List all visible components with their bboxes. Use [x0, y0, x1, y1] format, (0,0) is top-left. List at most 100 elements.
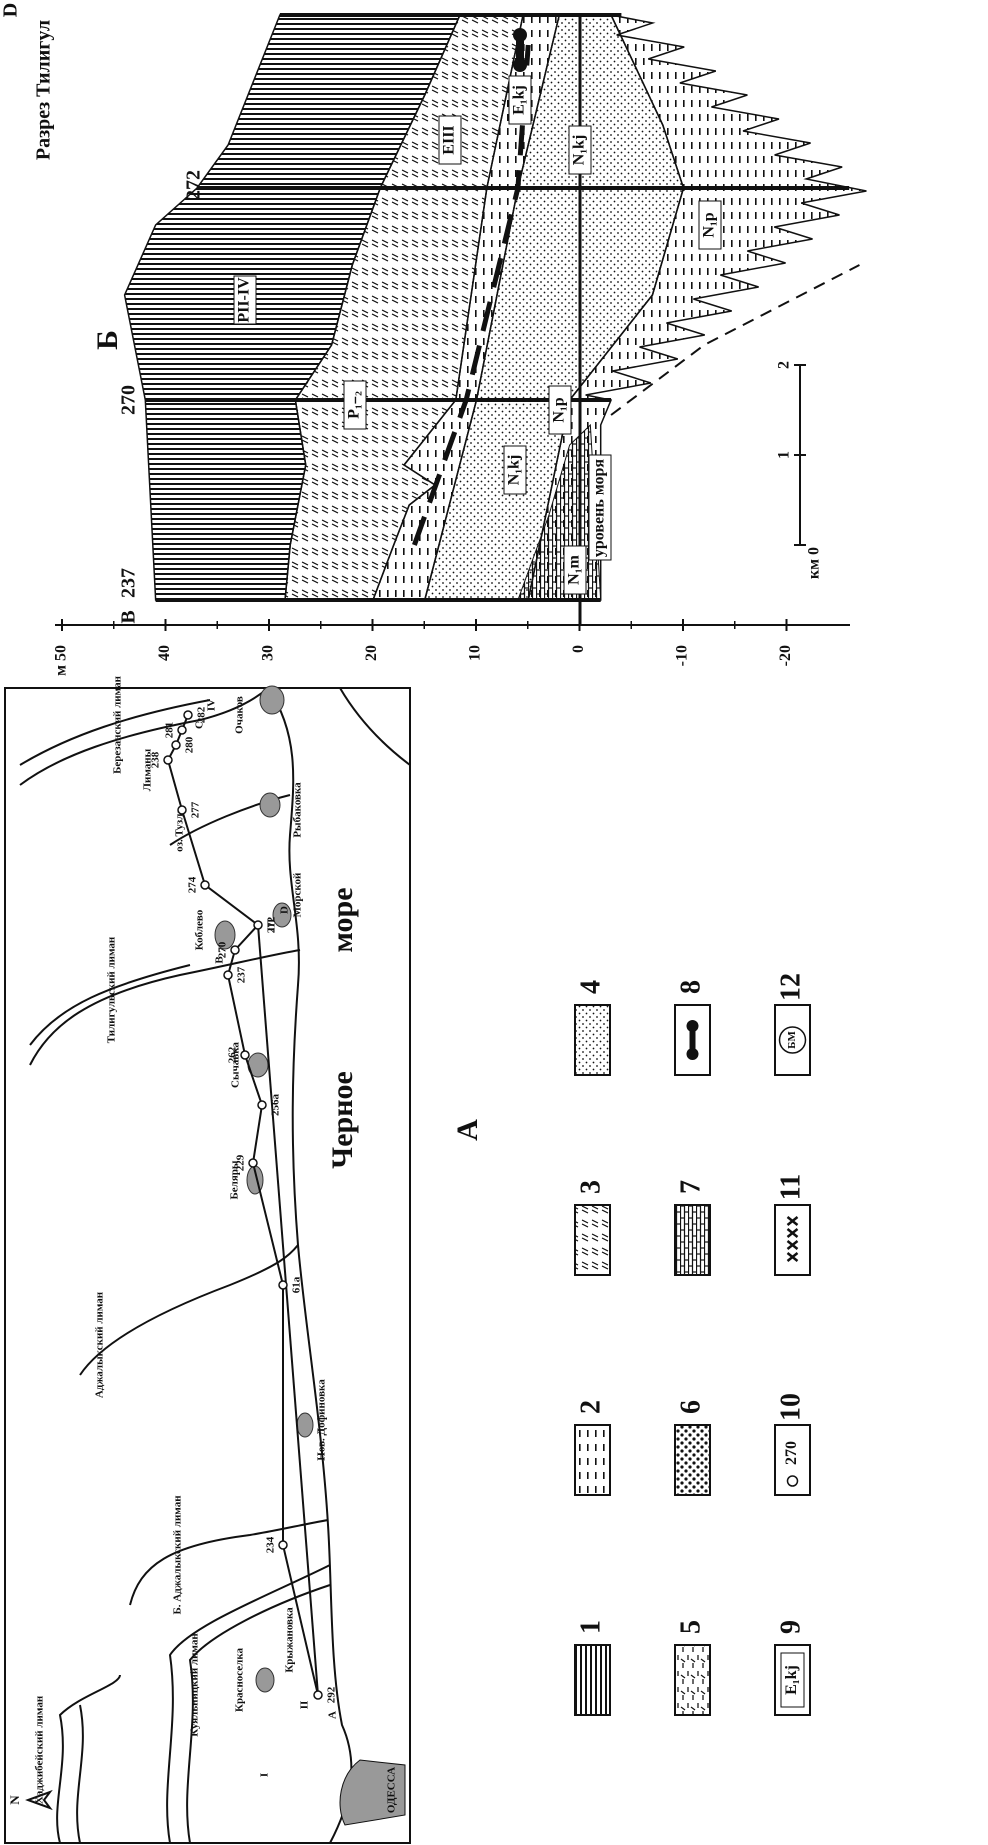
- section-name: Разрез Тилигул: [33, 20, 55, 160]
- section-mark-label: I: [259, 1773, 271, 1777]
- station-marker: [172, 741, 180, 749]
- legend-number: 10: [775, 1393, 806, 1421]
- layer-label: P₁₋₂: [346, 391, 363, 419]
- legend-box: [575, 1645, 610, 1715]
- section-mark-label: IV: [206, 699, 218, 711]
- axis-label: 0: [570, 645, 587, 653]
- figure: N Черное море А Б Разрез Тилигул Хаджибе…: [0, 0, 988, 1845]
- legend-box: [775, 1205, 810, 1275]
- legend-number: 1: [575, 1620, 606, 1634]
- station-marker: [279, 1541, 287, 1549]
- town-label: Морской: [292, 872, 304, 917]
- axis-label: 30: [260, 645, 277, 661]
- station-marker: [254, 921, 262, 929]
- town-label: Очаков: [234, 696, 246, 734]
- section-mark-label: A: [327, 1711, 339, 1719]
- axis-label: м 50: [53, 645, 70, 676]
- legend-box: [675, 1205, 710, 1275]
- station-label: 270: [217, 941, 229, 958]
- coastline: [340, 688, 410, 765]
- scale-label: 1: [776, 451, 793, 459]
- legend-box: [675, 1425, 710, 1495]
- layer-label: PII-IV: [236, 277, 253, 323]
- legend-symbol: БМ: [786, 1031, 798, 1049]
- water-label: Куяльницкий лиман: [189, 1633, 201, 1737]
- town-label: Крыжановка: [284, 1607, 296, 1673]
- legend-box: [575, 1005, 610, 1075]
- station-marker: [279, 1281, 287, 1289]
- scale-label: км 0: [806, 547, 823, 579]
- station-label: 238: [150, 751, 162, 768]
- layer-label: N₁m: [566, 554, 583, 584]
- station-marker: [184, 711, 192, 719]
- town-label: Коблево: [194, 909, 206, 950]
- station-label: 262: [227, 1046, 239, 1063]
- legend-number: 2: [575, 1400, 606, 1414]
- legend-number: 9: [775, 1620, 806, 1634]
- station-label: 292: [326, 1686, 338, 1703]
- legend-number: 8: [675, 980, 706, 994]
- legend-number: 6: [675, 1400, 706, 1414]
- sea-label: море: [326, 887, 359, 952]
- station-label: 237: [236, 966, 248, 983]
- station-label: 229: [235, 1154, 247, 1171]
- station-marker: [164, 756, 172, 764]
- coastline: [268, 688, 351, 1843]
- map-frame: [5, 688, 410, 1843]
- station-label: 256а: [270, 1094, 282, 1117]
- water-label: Аджалыкский лиман: [94, 1291, 106, 1398]
- station-marker: [249, 1159, 257, 1167]
- town-label: Рыбаковка: [292, 782, 304, 838]
- station-marker: [224, 971, 232, 979]
- sea-label: Черное: [326, 1071, 359, 1169]
- station-label: 274: [187, 876, 199, 893]
- water-label: Б. Аджалыкский лиман: [172, 1495, 184, 1615]
- legend-symbol: 270: [783, 1441, 800, 1465]
- page: {"map": {"title": "А", "sea": ["Черное",…: [0, 0, 988, 1845]
- legend-number: 4: [575, 980, 606, 994]
- section-mark-label: C: [194, 721, 206, 729]
- legend-box: [575, 1425, 610, 1495]
- station-marker: [258, 1101, 266, 1109]
- station-marker: [178, 806, 186, 814]
- legend-number: 7: [675, 1180, 706, 1194]
- station-marker: [178, 726, 186, 734]
- scale-label: 2: [776, 361, 793, 369]
- axis-label: -20: [777, 645, 794, 666]
- route-line: [258, 925, 318, 1695]
- legend-box: [675, 1645, 710, 1715]
- sea-level-label: уровень моря: [591, 459, 608, 558]
- axis-label: 20: [363, 645, 380, 661]
- legend-number: 3: [575, 1180, 606, 1194]
- station-label: 281: [164, 722, 176, 739]
- water-label: Тилигульский лиман: [106, 936, 118, 1043]
- station-marker: [201, 881, 209, 889]
- layer-label: EIII: [441, 125, 458, 154]
- legend-number: 5: [675, 1620, 706, 1634]
- axis-label: -10: [674, 645, 691, 666]
- section-title: Б: [91, 330, 124, 350]
- north-label: N: [7, 1795, 22, 1805]
- station-label: 280: [184, 736, 196, 753]
- water-label: Хаджибейский лиман: [34, 1695, 46, 1804]
- layer-label: N₁kj: [506, 455, 523, 486]
- borehole-label: 272: [183, 170, 205, 200]
- town-label: Нов. Дофиновка: [316, 1379, 328, 1461]
- section-end: B: [118, 610, 140, 623]
- section-end: D: [0, 3, 22, 17]
- legend-box: [575, 1205, 610, 1275]
- section-mark-label: B: [214, 956, 226, 964]
- layer-label: N₁p: [701, 212, 718, 237]
- town-label: Красноселка: [234, 1647, 246, 1712]
- section-mark-label: III: [266, 919, 278, 932]
- legend-number: 12: [775, 973, 806, 1001]
- bone-symbol: [513, 58, 527, 72]
- layer-label: E₁kj: [511, 85, 528, 115]
- layer-label: N₁kj: [571, 135, 588, 166]
- legend-symbol: E₁kj: [783, 1665, 800, 1695]
- station-marker: [231, 946, 239, 954]
- borehole-label: 237: [118, 568, 140, 598]
- station-marker: [241, 1051, 249, 1059]
- layer-label: N₁p: [551, 397, 568, 422]
- station-label: 277: [190, 801, 202, 818]
